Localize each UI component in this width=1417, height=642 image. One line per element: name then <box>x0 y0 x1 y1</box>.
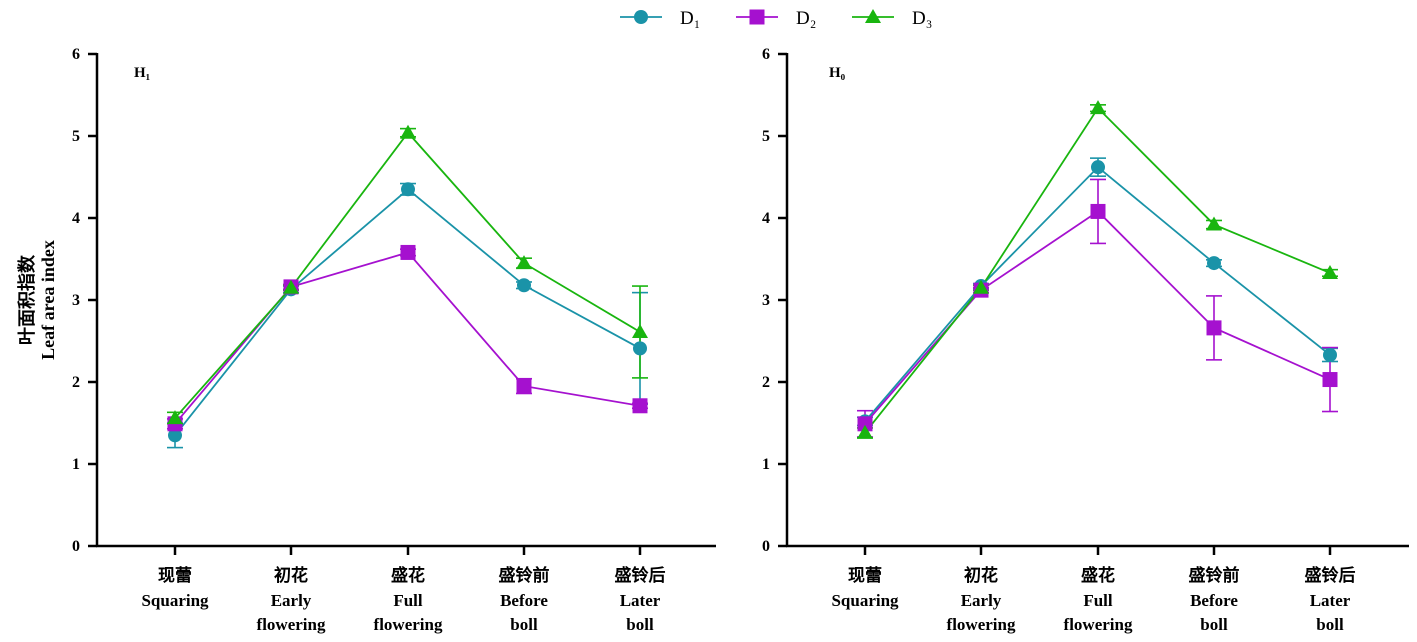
legend-label: D₁ <box>680 8 700 29</box>
category-label-en: flowering <box>947 615 1016 634</box>
legend-item-2: D₂ <box>736 8 816 29</box>
category-label-zh: 盛铃前 <box>1189 565 1240 585</box>
y-tick-label: 6 <box>72 46 80 63</box>
category-label-zh: 初花 <box>964 565 998 585</box>
legend-item-1: D₁ <box>620 8 700 29</box>
category-label-en: Squaring <box>141 591 209 610</box>
category-label-zh: 现蕾 <box>158 565 192 585</box>
series-line <box>174 251 641 425</box>
y-tick-label: 3 <box>762 292 770 309</box>
series-line <box>174 188 641 436</box>
legend-marker-triangle <box>865 9 881 23</box>
legend-label: D₃ <box>912 8 932 29</box>
category-label-zh: 盛铃后 <box>615 565 666 585</box>
data-point-circle <box>1323 347 1337 362</box>
legend-label: D₂ <box>796 8 816 29</box>
y-tick-label: 6 <box>762 46 770 63</box>
data-point-square <box>1206 320 1222 336</box>
y-axis-title: 叶面积指数 Leaf area index <box>16 240 58 360</box>
category-label-zh: 盛花 <box>391 565 425 585</box>
category-label-zh: 盛花 <box>1081 565 1115 585</box>
data-point-circle <box>401 182 415 197</box>
category-label-en: boll <box>1200 615 1228 634</box>
data-point-circle <box>633 341 647 356</box>
y-tick-label: 2 <box>72 374 80 391</box>
panel-tag: H₁ <box>134 65 150 81</box>
y-tick-label: 4 <box>762 210 770 227</box>
category-label-en: Full <box>393 591 423 610</box>
category-label-en: boll <box>626 615 654 634</box>
series-D₃ <box>167 127 648 425</box>
data-point-triangle <box>973 279 989 294</box>
category-label-en: Before <box>1190 591 1238 610</box>
data-point-circle <box>1207 256 1221 271</box>
category-label-en: flowering <box>374 615 443 634</box>
data-point-square <box>857 416 873 432</box>
series-line <box>174 131 641 419</box>
data-point-square <box>632 398 648 414</box>
series-D₃ <box>857 104 1338 439</box>
data-point-circle <box>168 428 182 443</box>
category-label-en: Before <box>500 591 548 610</box>
category-label-zh: 现蕾 <box>848 565 882 585</box>
data-point-square <box>1090 203 1106 219</box>
data-point-square <box>400 244 416 260</box>
legend-marker-square <box>749 9 765 25</box>
category-label-en: Early <box>961 591 1002 610</box>
panel-tag: H₀ <box>829 65 846 81</box>
category-label-en: Full <box>1083 591 1113 610</box>
category-label-zh: 初花 <box>274 565 308 585</box>
series-D₁ <box>167 182 648 449</box>
category-label-zh: 盛铃前 <box>499 565 550 585</box>
data-point-triangle <box>632 323 648 338</box>
panel-right: 0 1 2 3 4 5 6 现蕾 Squaring 初花 Early flowering 盛花 Full f… <box>762 46 1409 634</box>
category-label-en: boll <box>510 615 538 634</box>
y-tick-label: 3 <box>72 292 80 309</box>
data-point-triangle <box>283 279 299 294</box>
series-D₂ <box>167 248 648 430</box>
category-label-en: Later <box>620 591 661 610</box>
data-point-triangle <box>1206 216 1222 231</box>
y-tick-label: 2 <box>762 374 770 391</box>
legend-item-3: D₃ <box>852 8 932 29</box>
category-label-en: flowering <box>1064 615 1133 634</box>
category-label-en: Later <box>1310 591 1351 610</box>
data-point-triangle <box>516 255 532 270</box>
data-point-triangle <box>1090 100 1106 115</box>
category-label-en: flowering <box>257 615 326 634</box>
y-tick-label: 0 <box>72 538 80 555</box>
y-tick-label: 1 <box>762 456 770 473</box>
category-label-en: Squaring <box>831 591 899 610</box>
series-line <box>864 106 1331 434</box>
category-label-en: boll <box>1316 615 1344 634</box>
data-point-square <box>1322 372 1338 388</box>
data-point-triangle <box>167 410 183 425</box>
data-point-triangle <box>400 124 416 139</box>
data-point-circle <box>517 278 531 293</box>
data-point-triangle <box>1322 264 1338 279</box>
category-label-en: Early <box>271 591 312 610</box>
y-tick-label: 5 <box>762 128 770 145</box>
panel-left: 0 1 2 3 4 5 6 现蕾 Squaring 初花 Early flowering 盛花 Full f… <box>72 46 716 634</box>
y-tick-label: 4 <box>72 210 80 227</box>
data-point-circle <box>1091 160 1105 175</box>
y-axis-title-en: Leaf area index <box>38 240 58 360</box>
legend-marker-circle <box>634 10 648 24</box>
y-axis-title-zh: 叶面积指数 <box>16 254 37 345</box>
legend: D₁ D₂ D₃ <box>620 8 932 29</box>
y-tick-label: 0 <box>762 538 770 555</box>
y-tick-label: 1 <box>72 456 80 473</box>
data-point-triangle <box>857 424 873 439</box>
y-tick-label: 5 <box>72 128 80 145</box>
data-point-square <box>516 378 532 394</box>
category-label-zh: 盛铃后 <box>1305 565 1356 585</box>
